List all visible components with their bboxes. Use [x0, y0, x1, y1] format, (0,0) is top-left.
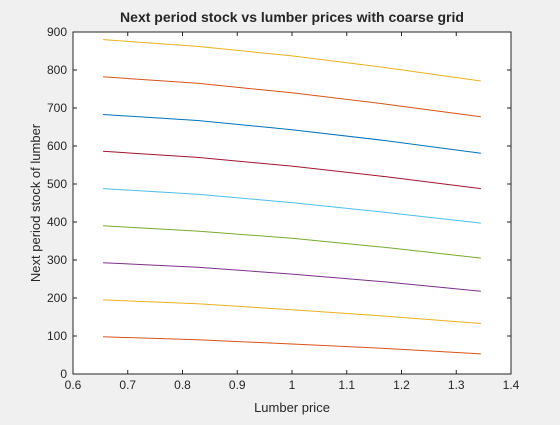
- x-tick-label: 1: [289, 378, 296, 392]
- y-tick-label: 600: [47, 139, 67, 153]
- y-tick-label: 100: [47, 329, 67, 343]
- x-tick-label: 0.6: [65, 378, 82, 392]
- x-tick-label: 1.4: [503, 378, 520, 392]
- series-line-6: [103, 188, 481, 224]
- x-tick-label: 1.3: [448, 378, 465, 392]
- series-line-7: [103, 150, 481, 190]
- chart-title: Next period stock vs lumber prices with …: [120, 9, 464, 25]
- y-tick-label: 500: [47, 177, 67, 191]
- series-line-4: [103, 262, 481, 292]
- x-tick-label: 0.8: [174, 378, 191, 392]
- y-tick-label: 200: [47, 291, 67, 305]
- x-tick-label: 0.9: [229, 378, 246, 392]
- y-axis-label: Next period stock of lumber: [28, 123, 43, 282]
- series-line-9: [103, 76, 481, 118]
- x-tick-label: 1.2: [393, 378, 410, 392]
- x-tick-label: 0.7: [119, 378, 136, 392]
- y-tick-label: 0: [60, 367, 67, 381]
- y-tick-label: 800: [47, 63, 67, 77]
- series-line-8: [103, 114, 481, 154]
- axes-layer: 0.6 0.7 0.8 0.9 1 1.1 1.2 1.3 1.4 0 100 200 300 400 50…: [47, 25, 520, 392]
- series-line-2: [103, 336, 481, 355]
- series-line-3: [103, 299, 481, 324]
- series-line-5: [103, 225, 481, 259]
- series-layer: [103, 39, 481, 375]
- y-tick-label: 300: [47, 253, 67, 267]
- series-line-10: [103, 39, 481, 82]
- y-tick-label: 700: [47, 101, 67, 115]
- x-axis-label: Lumber price: [254, 400, 330, 415]
- y-tick-label: 900: [47, 25, 67, 39]
- y-tick-label: 400: [47, 215, 67, 229]
- x-tick-label: 1.1: [338, 378, 355, 392]
